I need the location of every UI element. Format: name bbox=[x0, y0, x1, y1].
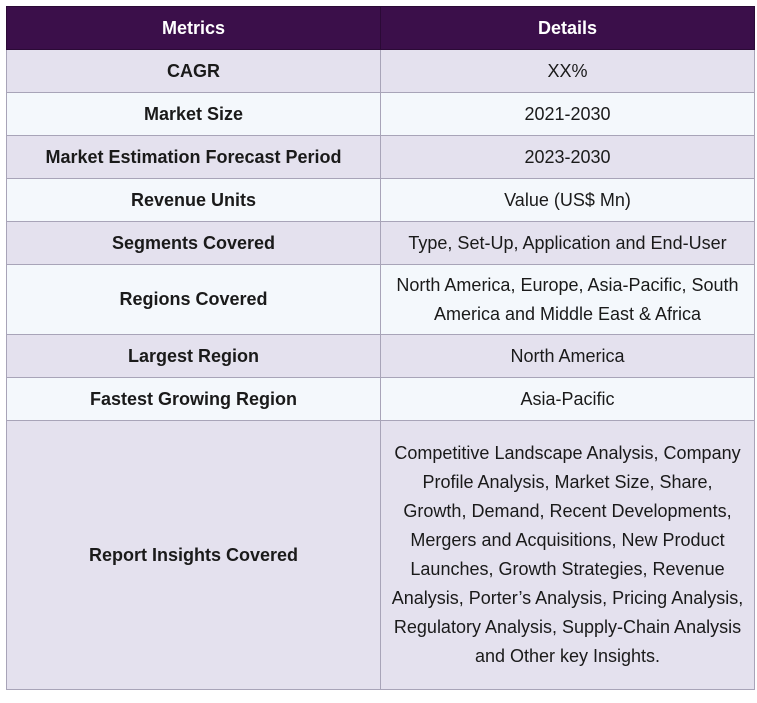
header-metrics: Metrics bbox=[6, 6, 381, 50]
table-row: Segments Covered Type, Set-Up, Applicati… bbox=[6, 221, 755, 265]
metric-cell: Largest Region bbox=[6, 334, 381, 378]
table-row: Largest Region North America bbox=[6, 334, 755, 378]
metric-cell: Revenue Units bbox=[6, 178, 381, 222]
metric-cell: Report Insights Covered bbox=[6, 420, 381, 690]
details-cell: XX% bbox=[380, 49, 755, 93]
metrics-table-container: Metrics Details CAGR XX% Market Size 202… bbox=[6, 6, 755, 690]
table-row: Report Insights Covered Competitive Land… bbox=[6, 420, 755, 690]
header-details: Details bbox=[380, 6, 755, 50]
details-cell: North America, Europe, Asia-Pacific, Sou… bbox=[380, 264, 755, 335]
metric-cell: Market Size bbox=[6, 92, 381, 136]
details-cell: Competitive Landscape Analysis, Company … bbox=[380, 420, 755, 690]
details-cell: Type, Set-Up, Application and End-User bbox=[380, 221, 755, 265]
details-cell: 2023-2030 bbox=[380, 135, 755, 179]
metric-cell: Fastest Growing Region bbox=[6, 377, 381, 421]
metric-cell: Regions Covered bbox=[6, 264, 381, 335]
metric-cell: Market Estimation Forecast Period bbox=[6, 135, 381, 179]
metric-cell: CAGR bbox=[6, 49, 381, 93]
table-row: Regions Covered North America, Europe, A… bbox=[6, 264, 755, 335]
table-row: Market Estimation Forecast Period 2023-2… bbox=[6, 135, 755, 179]
details-cell: Asia-Pacific bbox=[380, 377, 755, 421]
table-row: CAGR XX% bbox=[6, 49, 755, 93]
metric-cell: Segments Covered bbox=[6, 221, 381, 265]
table-header-row: Metrics Details bbox=[6, 6, 755, 50]
details-cell: 2021-2030 bbox=[380, 92, 755, 136]
metrics-table: Metrics Details CAGR XX% Market Size 202… bbox=[6, 6, 755, 690]
details-cell: North America bbox=[380, 334, 755, 378]
details-cell: Value (US$ Mn) bbox=[380, 178, 755, 222]
table-row: Market Size 2021-2030 bbox=[6, 92, 755, 136]
table-row: Fastest Growing Region Asia-Pacific bbox=[6, 377, 755, 421]
table-row: Revenue Units Value (US$ Mn) bbox=[6, 178, 755, 222]
